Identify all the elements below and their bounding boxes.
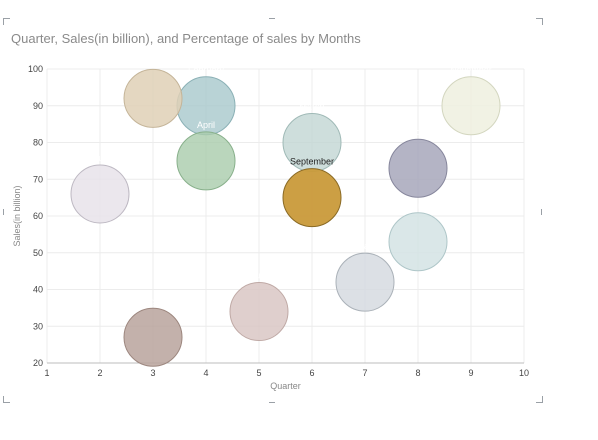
- frame-corner-top-left[interactable]: [3, 18, 10, 25]
- x-tick-label: 9: [468, 368, 473, 378]
- x-tick-label: 6: [309, 368, 314, 378]
- y-tick-label: 40: [33, 285, 43, 295]
- y-tick-label: 100: [28, 64, 43, 74]
- bubble-april[interactable]: [176, 131, 236, 191]
- y-tick-label: 30: [33, 321, 43, 331]
- bubble-label-september: September: [290, 157, 334, 167]
- bubble-label-january: January: [84, 153, 117, 163]
- bubble-october[interactable]: [388, 138, 448, 198]
- frame-corner-bottom-left[interactable]: [3, 396, 10, 403]
- axes: 1 2 3 4 5 6 7 8 9 10 20 30 40 50 60 70 80 90 100: [28, 64, 529, 378]
- resize-handle-left[interactable]: [3, 209, 4, 215]
- bubble-label-august: August: [139, 296, 168, 306]
- bubble-label-november: November: [450, 65, 492, 75]
- bubble-label-october: October: [402, 127, 434, 137]
- bubble-label-july: July: [251, 271, 268, 281]
- bubble-december[interactable]: [123, 68, 183, 128]
- x-tick-label: 2: [97, 368, 102, 378]
- bubble-labels: January February March April May June July Augu…: [84, 57, 492, 306]
- x-tick-label: 1: [44, 368, 49, 378]
- bubble-july[interactable]: [229, 282, 289, 342]
- bubbles: [70, 68, 501, 367]
- resize-handle-bottom[interactable]: [269, 402, 275, 403]
- frame-corner-top-right[interactable]: [536, 18, 543, 25]
- bubble-january[interactable]: [70, 164, 130, 224]
- x-tick-label: 5: [256, 368, 261, 378]
- y-tick-label: 50: [33, 248, 43, 258]
- x-tick-label: 7: [362, 368, 367, 378]
- x-tick-label: 8: [415, 368, 420, 378]
- y-tick-label: 90: [33, 101, 43, 111]
- bubble-june[interactable]: [388, 212, 448, 272]
- bubble-november[interactable]: [441, 76, 501, 136]
- y-tick-label: 80: [33, 138, 43, 148]
- bubble-label-april: April: [197, 120, 215, 130]
- bubble-label-june: June: [408, 201, 428, 211]
- y-tick-label: 20: [33, 358, 43, 368]
- y-tick-label: 70: [33, 174, 43, 184]
- bubble-august[interactable]: [123, 307, 183, 367]
- bubble-september[interactable]: [282, 168, 342, 228]
- chart-title: Quarter, Sales(in billion), and Percenta…: [11, 31, 361, 46]
- x-tick-label: 3: [150, 368, 155, 378]
- bubble-label-may: May: [356, 241, 374, 251]
- y-tick-label: 60: [33, 211, 43, 221]
- bubble-may[interactable]: [335, 252, 395, 312]
- y-axis-title: Sales(in billion): [12, 185, 22, 246]
- bubble-label-december: December: [132, 57, 174, 67]
- x-axis-title: Quarter: [270, 381, 301, 391]
- resize-handle-right[interactable]: [541, 209, 542, 215]
- x-tick-label: 4: [203, 368, 208, 378]
- bubble-label-march: March: [299, 102, 324, 112]
- resize-handle-top[interactable]: [269, 18, 275, 19]
- x-tick-label: 10: [519, 368, 529, 378]
- bubble-label-february: February: [188, 65, 225, 75]
- frame-corner-bottom-right[interactable]: [536, 396, 543, 403]
